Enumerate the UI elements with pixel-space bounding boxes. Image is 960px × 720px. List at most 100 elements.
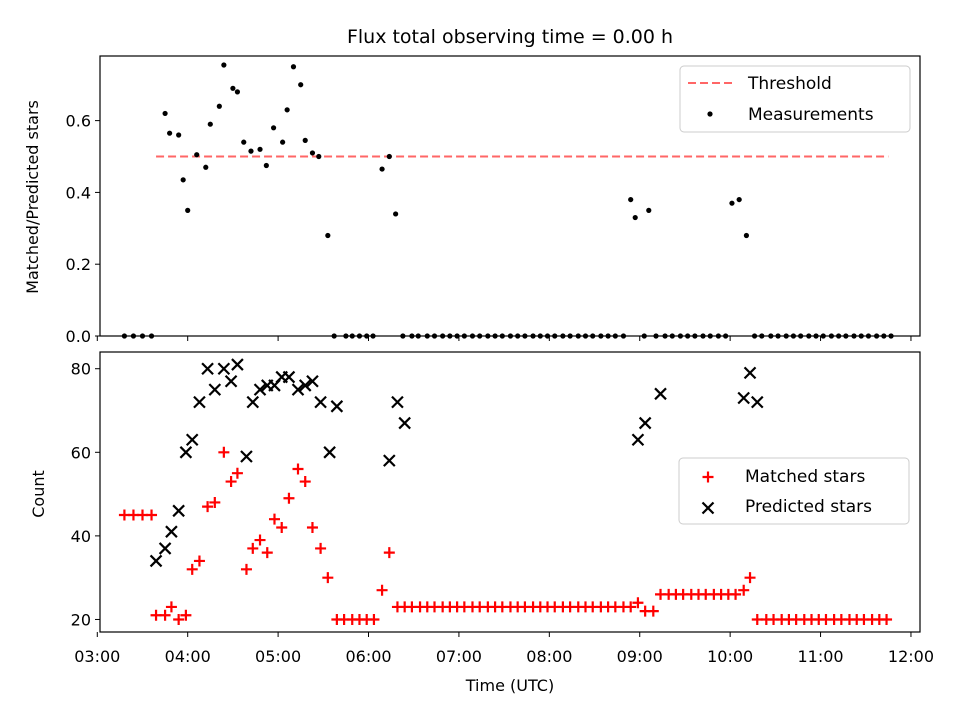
measurement-point [590,333,596,339]
top-y-axis-label: Matched/Predicted stars [23,100,42,294]
measurement-point [843,333,849,339]
matched-star-point [292,463,304,475]
matched-star-point [299,476,311,488]
measurement-point [180,177,186,183]
measurement-point [865,333,872,339]
predicted-star-point [231,358,244,371]
matched-star-point [218,446,230,458]
x-tick-label: 05:00 [255,647,301,666]
predicted-star-point [330,400,344,413]
matched-star-point [159,609,171,621]
legend-measurements-label: Measurements [748,105,874,125]
matched-star-point [240,563,252,575]
measurement-point [575,333,581,339]
measurement-point [544,333,551,339]
matched-star-point [225,476,237,488]
measurement-point [677,333,684,339]
measurement-point [461,333,467,339]
measurement-point [356,333,363,339]
legend-matched-swatch [702,471,714,483]
x-tick-label: 08:00 [526,647,572,666]
measurement-point [130,333,137,339]
measurement-point [331,333,337,339]
measurement-point [302,137,308,143]
measurement-point [309,150,316,156]
bottom-subplot: 03:00 04:00 05:00 06:00 07:00 08:00 09:00 10:00… [71,351,934,666]
matched-star-point [383,547,395,559]
measurement-point [715,333,721,339]
predicted-star-point [201,362,214,375]
bottom-y-tick-label: 40 [71,527,91,546]
measurement-point [560,333,566,339]
matched-star-point [730,588,742,600]
predicted-star-point [217,362,231,375]
measurement-point [582,333,589,339]
measurement-point [628,196,634,203]
measurement-point [522,333,528,339]
measurement-point [813,333,819,339]
measurement-point [759,333,765,339]
top-y-tick-label: 0.4 [66,183,91,202]
legend-matched-label: Matched stars [745,467,865,487]
matched-star-point [254,534,266,546]
chart-title: Flux total observing time = 0.00 h [347,26,673,48]
measurement-point [176,132,182,138]
measurement-point [290,64,297,70]
measurement-point [828,333,835,339]
measurement-point [669,333,675,339]
matched-star-point [165,601,177,613]
measurement-point [379,166,385,172]
x-tick-label: 07:00 [436,647,482,666]
measurement-point [790,333,797,339]
predicted-star-point [282,370,296,384]
x-axis-label: Time (UTC) [465,676,554,695]
measurement-point [230,85,236,91]
measurement-point [431,333,438,339]
predicted-star-point [631,433,645,447]
bottom-y-axis-label: Count [29,470,48,518]
matched-star-point [146,509,158,521]
bottom-legend-box [678,457,910,525]
measurement-point [499,333,505,339]
measurement-point [343,333,349,339]
matched-star-point [625,601,637,613]
bottom-y-tick-label: 20 [71,610,91,629]
measurement-point [241,139,247,145]
top-y-tick-label: 0.6 [66,112,91,131]
predicted-star-point [638,416,652,430]
measurement-point [507,333,514,339]
legend-predicted-label: Predicted stars [745,497,872,517]
matched-star-point [268,513,280,525]
top-subplot: 0.0 0.2 0.4 0.6 Threshold Measurements [66,55,921,346]
measurement-point [751,333,758,339]
legend-predicted-swatch [701,501,715,515]
predicted-star-point [149,554,163,568]
predicted-star-point [208,383,222,396]
predicted-star-point [654,387,667,401]
measurement-point [552,333,558,339]
matched-star-point [315,542,327,554]
predicted-star-point [253,383,267,396]
x-tick-label: 09:00 [617,647,663,666]
predicted-star-point [391,395,404,409]
measurement-point [806,333,812,339]
measurement-point [185,207,191,213]
predicted-star-point [750,395,764,409]
measurement-point [203,164,209,170]
measurement-point [121,333,128,339]
measurement-point [836,333,842,339]
matched-star-point [306,522,318,534]
measurement-point [598,333,604,339]
measurement-point [364,333,370,339]
predicted-star-point [383,454,396,467]
measurement-point [798,333,804,339]
x-tick-label: 06:00 [345,647,391,666]
measurement-point [194,152,200,158]
measurement-point [723,333,729,339]
predicted-star-point [224,374,238,388]
matched-star-point [180,609,192,621]
predicted-star-point [291,383,305,396]
predicted-star-point [193,395,206,409]
predicted-star-point [165,525,178,538]
